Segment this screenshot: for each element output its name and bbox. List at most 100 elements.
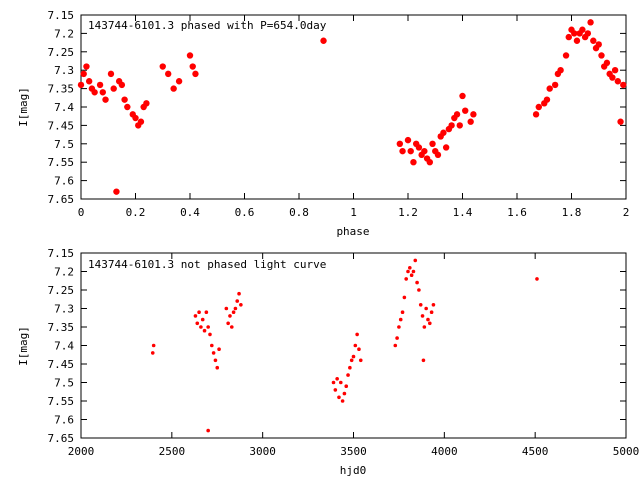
unphased-data-point <box>208 332 212 337</box>
phased-data-point <box>614 78 622 85</box>
phased-x-tick-label: 0.2 <box>126 206 146 219</box>
unphased-data-point <box>397 325 401 329</box>
phased-x-tick-label: 0.8 <box>289 206 309 219</box>
unphased-data-point <box>193 314 198 318</box>
phased-y-tick-label: 7.5 <box>54 138 74 151</box>
phased-data-point <box>165 70 172 78</box>
phased-plot-title: 143744-6101.3 phased with P=654.0day <box>88 19 327 32</box>
unphased-y-tick-label: 7.4 <box>54 340 74 353</box>
phased-data-point <box>102 96 109 103</box>
unphased-data-point <box>228 314 232 318</box>
phased-x-tick-label: 2 <box>623 206 630 219</box>
unphased-data-point <box>355 332 359 337</box>
unphased-data-point <box>417 288 421 292</box>
unphased-x-tick-label: 4500 <box>522 445 549 458</box>
unphased-data-point <box>204 310 209 315</box>
phased-data-point <box>429 140 436 147</box>
phased-data-point <box>404 136 412 144</box>
phased-data-point <box>535 103 542 111</box>
phased-data-point <box>96 81 104 89</box>
unphased-data-point <box>226 321 230 326</box>
unphased-data-point <box>411 269 416 274</box>
unphased-data-point <box>237 291 241 296</box>
unphased-data-point <box>338 380 343 385</box>
unphased-data-point <box>395 336 399 340</box>
unphased-y-tick-label: 7.65 <box>48 432 75 445</box>
unphased-data-point <box>429 310 434 315</box>
unphased-data-point <box>413 258 418 263</box>
unphased-data-point <box>150 351 155 355</box>
phased-data-point <box>459 92 466 100</box>
phased-data-point <box>453 111 461 118</box>
unphased-data-point <box>535 277 539 281</box>
unphased-data-point <box>335 377 339 381</box>
unphased-data-point <box>351 354 356 359</box>
phased-x-tick-label: 1.2 <box>398 206 418 219</box>
unphased-data-point <box>358 358 363 363</box>
unphased-y-tick-label: 7.2 <box>54 266 74 279</box>
phased-data-point <box>440 129 447 136</box>
phased-data-point <box>603 59 611 67</box>
phased-data-point <box>557 67 564 74</box>
unphased-x-tick-label: 4000 <box>431 445 458 458</box>
phased-data-point <box>186 52 194 59</box>
phased-data-point <box>320 37 327 44</box>
phased-plot-frame <box>80 14 627 200</box>
phased-x-tick-label: 1.4 <box>453 206 473 219</box>
unphased-data-point <box>344 384 349 389</box>
unphased-data-point <box>428 321 432 326</box>
phased-y-tick-label: 7.6 <box>54 175 74 188</box>
unphased-data-point <box>400 310 405 315</box>
phased-data-point <box>124 103 131 111</box>
phased-data-point <box>611 67 619 74</box>
unphased-plot-frame <box>80 252 627 439</box>
phased-data-point <box>467 118 474 125</box>
unphased-data-point <box>422 325 427 329</box>
phased-data-point <box>170 85 177 92</box>
unphased-data-point <box>340 399 345 403</box>
phased-data-point <box>399 147 406 155</box>
unphased-data-point <box>215 365 220 370</box>
unphased-x-tick-label: 5000 <box>613 445 640 458</box>
unphased-y-tick-label: 7.55 <box>48 395 75 408</box>
unphased-data-point <box>424 306 428 311</box>
phased-data-point <box>396 140 404 147</box>
unphased-y-tick-label: 7.35 <box>48 321 75 334</box>
phased-x-tick-label: 1.6 <box>507 206 527 219</box>
phased-data-point <box>584 30 592 37</box>
phased-y-tick-label: 7.55 <box>48 156 75 169</box>
phased-data-point <box>565 33 572 41</box>
unphased-data-point <box>404 277 408 281</box>
phased-data-point <box>175 78 183 85</box>
unphased-data-point <box>348 365 352 370</box>
unphased-x-tick-label: 2000 <box>68 445 95 458</box>
phased-y-tick-label: 7.25 <box>48 46 75 59</box>
phased-data-point <box>617 118 624 125</box>
phased-y-tick-label: 7.3 <box>54 64 74 77</box>
phased-y-axis-label: I[mag] <box>17 87 30 127</box>
phased-data-point <box>462 107 469 114</box>
phased-data-point <box>609 74 616 81</box>
unphased-data-point <box>235 299 240 303</box>
phased-data-point <box>456 122 463 129</box>
unphased-data-point <box>331 380 336 385</box>
phased-y-tick-label: 7.15 <box>48 9 75 22</box>
phased-data-point <box>91 89 98 96</box>
phased-data-point <box>118 81 126 89</box>
phased-x-axis-label: phase <box>336 225 369 238</box>
phased-data-point <box>620 81 627 89</box>
phased-x-tick-label: 0.4 <box>180 206 200 219</box>
phased-data-point <box>598 52 605 59</box>
phased-data-point <box>448 122 455 129</box>
phased-y-tick-label: 7.65 <box>48 193 75 206</box>
phased-data-point <box>426 159 433 166</box>
unphased-data-point <box>333 388 338 392</box>
unphased-data-point <box>431 303 436 307</box>
unphased-y-tick-label: 7.5 <box>54 377 74 390</box>
unphased-data-point <box>231 310 236 315</box>
unphased-data-point <box>217 347 221 352</box>
phased-data-point <box>80 70 87 78</box>
phased-data-point <box>110 85 117 92</box>
phased-data-point <box>562 52 570 59</box>
phased-data-point <box>189 63 196 70</box>
